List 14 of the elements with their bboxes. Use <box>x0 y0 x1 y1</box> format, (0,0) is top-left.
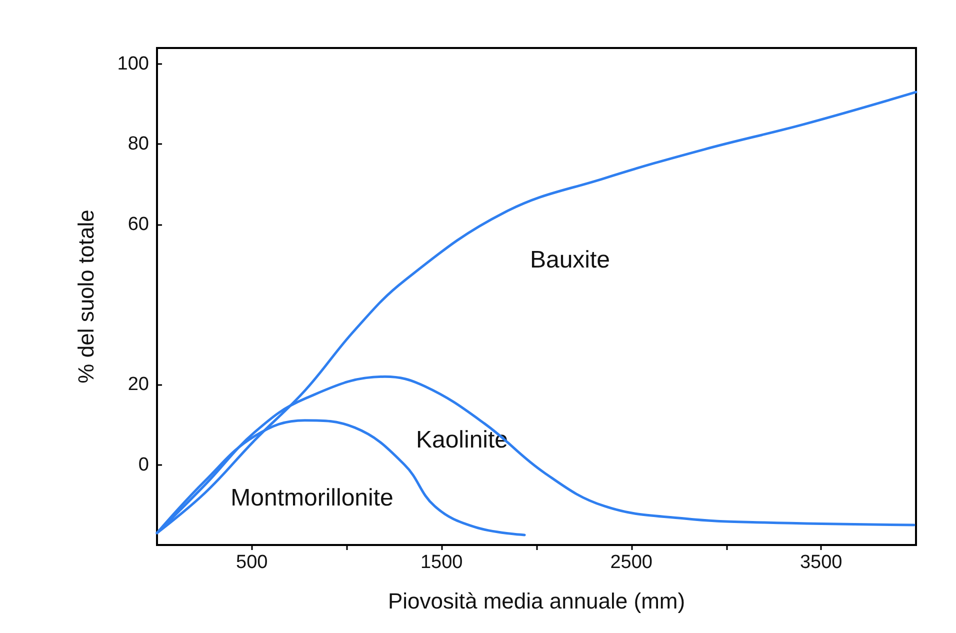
x-tick-label: 500 <box>236 552 268 573</box>
annotation: Montmorillonite <box>230 484 394 512</box>
y-tick-label: 0 <box>138 454 149 476</box>
x-tick-label: 3500 <box>800 552 842 573</box>
y-axis-title: % del suolo totale <box>74 210 98 384</box>
y-tick-label: 20 <box>128 374 149 396</box>
x-axis-title: Piovosità media annuale (mm) <box>388 588 686 614</box>
annotation: Kaolinite <box>416 426 508 454</box>
x-tick-label: 2500 <box>610 552 653 573</box>
y-tick-label: 60 <box>128 214 149 235</box>
y-tick-label: 100 <box>117 54 149 75</box>
x-tick-label: 1500 <box>420 552 463 573</box>
y-tick-label: 80 <box>128 134 149 155</box>
annotation: Bauxite <box>530 246 610 274</box>
